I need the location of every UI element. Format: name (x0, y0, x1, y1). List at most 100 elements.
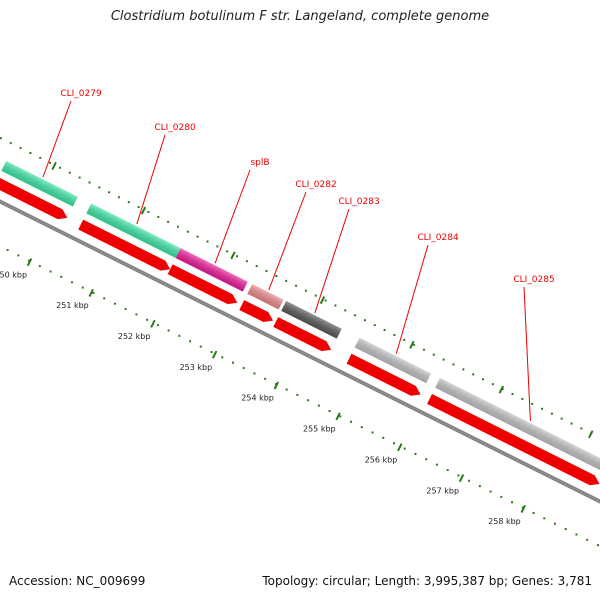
tick-dot (108, 191, 111, 194)
cds-arrow-shape (167, 264, 238, 305)
outer-tick-ring (0, 137, 594, 439)
tick-dot (373, 324, 376, 327)
scale-dot (253, 372, 256, 375)
tick-dot (363, 319, 366, 322)
tick-dot (462, 368, 465, 371)
tick-dot (541, 407, 544, 410)
scale-dot (317, 404, 320, 407)
scale-dot (199, 345, 202, 348)
cds-arrow-shape (346, 353, 421, 396)
kbp-label: 254 kbp (241, 394, 274, 403)
scale-tick (520, 504, 526, 513)
tick-dot (442, 358, 445, 361)
scale-tick (26, 258, 33, 267)
gene-feature-shade (354, 337, 432, 384)
tick-dot (117, 196, 120, 199)
scale-tick (273, 381, 280, 390)
scale-dot (500, 495, 503, 498)
tick-dot (285, 279, 288, 282)
gene-label-leader (314, 208, 350, 314)
scale-dot (468, 479, 471, 482)
scale-tick (88, 288, 94, 297)
gene-label-leader (136, 134, 166, 225)
scale-dot (274, 383, 277, 386)
cds-arrow (239, 300, 274, 323)
gene-label-leader (395, 244, 429, 354)
scale-dot (103, 297, 106, 300)
backbone (0, 199, 600, 504)
tick-mark (230, 251, 236, 260)
tick-dot (452, 363, 455, 366)
scale-dot (564, 528, 567, 531)
scale-dot (6, 249, 9, 252)
tick-dot (147, 211, 150, 214)
scale-tick-ring (6, 249, 599, 547)
tick-dot (127, 201, 130, 204)
tick-dot (393, 333, 396, 336)
cds-arrow-shape (427, 394, 600, 486)
tick-dot (491, 383, 494, 386)
kbp-label: 251 kbp (56, 301, 89, 310)
tick-dot (157, 215, 160, 218)
tick-dot (521, 397, 524, 400)
scale-dot (124, 308, 127, 311)
gene-label: CLI_0285 (513, 275, 554, 285)
tick-mark (409, 340, 415, 349)
scale-dot (339, 415, 342, 418)
tick-dot (236, 255, 239, 258)
tick-dot (19, 147, 22, 150)
gene-feature (247, 284, 284, 310)
scale-dot (457, 474, 460, 477)
tick-dot (49, 161, 52, 164)
scale-dot (113, 302, 116, 305)
tick-dot (68, 171, 71, 174)
scale-dot (521, 506, 524, 509)
tick-dot (137, 206, 140, 209)
tick-dot (167, 220, 170, 223)
tick-dot (29, 151, 32, 154)
map-title: Clostridium botulinum F str. Langeland, … (110, 9, 490, 24)
tick-dot (422, 348, 425, 351)
kbp-label: 258 kbp (488, 517, 521, 526)
gene-feature-shade (435, 377, 600, 478)
cds-arrow (346, 353, 421, 396)
tick-dot (344, 309, 347, 312)
cds-arrow (78, 219, 171, 271)
kbp-label: 256 kbp (365, 455, 398, 464)
scale-dot (264, 377, 267, 380)
cds-arrow (0, 177, 68, 220)
gene-feature-shade (175, 248, 248, 292)
scale-dot (167, 329, 170, 332)
gene-label-leader (42, 100, 72, 178)
scale-dot (360, 426, 363, 429)
tick-dot (354, 314, 357, 317)
gene-feature (435, 377, 600, 478)
gene-label-leader (523, 286, 531, 421)
tick-dot (413, 343, 416, 346)
gene-label: CLI_0282 (295, 180, 336, 190)
tick-dot (383, 329, 386, 332)
cds-arrow-shape (273, 317, 332, 352)
tick-dot (432, 353, 435, 356)
tick-dot (570, 422, 573, 425)
cds-arrow-shape (78, 219, 171, 271)
scale-dot (553, 522, 556, 525)
scale-dot (543, 517, 546, 520)
scale-tick (211, 350, 218, 359)
scale-dot (49, 270, 52, 273)
scale-dot (425, 458, 428, 461)
scale-dot (285, 388, 288, 391)
gene-feature-shade (86, 203, 181, 259)
scale-dot (532, 511, 535, 514)
tick-dot (275, 274, 278, 277)
tick-dot (216, 245, 219, 248)
tick-dot (580, 427, 583, 430)
cds-arrow (427, 394, 600, 486)
scale-dot (371, 431, 374, 434)
scale-dot (231, 361, 234, 364)
tick-mark (51, 161, 57, 170)
scale-tick (150, 319, 156, 328)
tick-dot (472, 373, 475, 376)
scale-dot (478, 485, 481, 488)
